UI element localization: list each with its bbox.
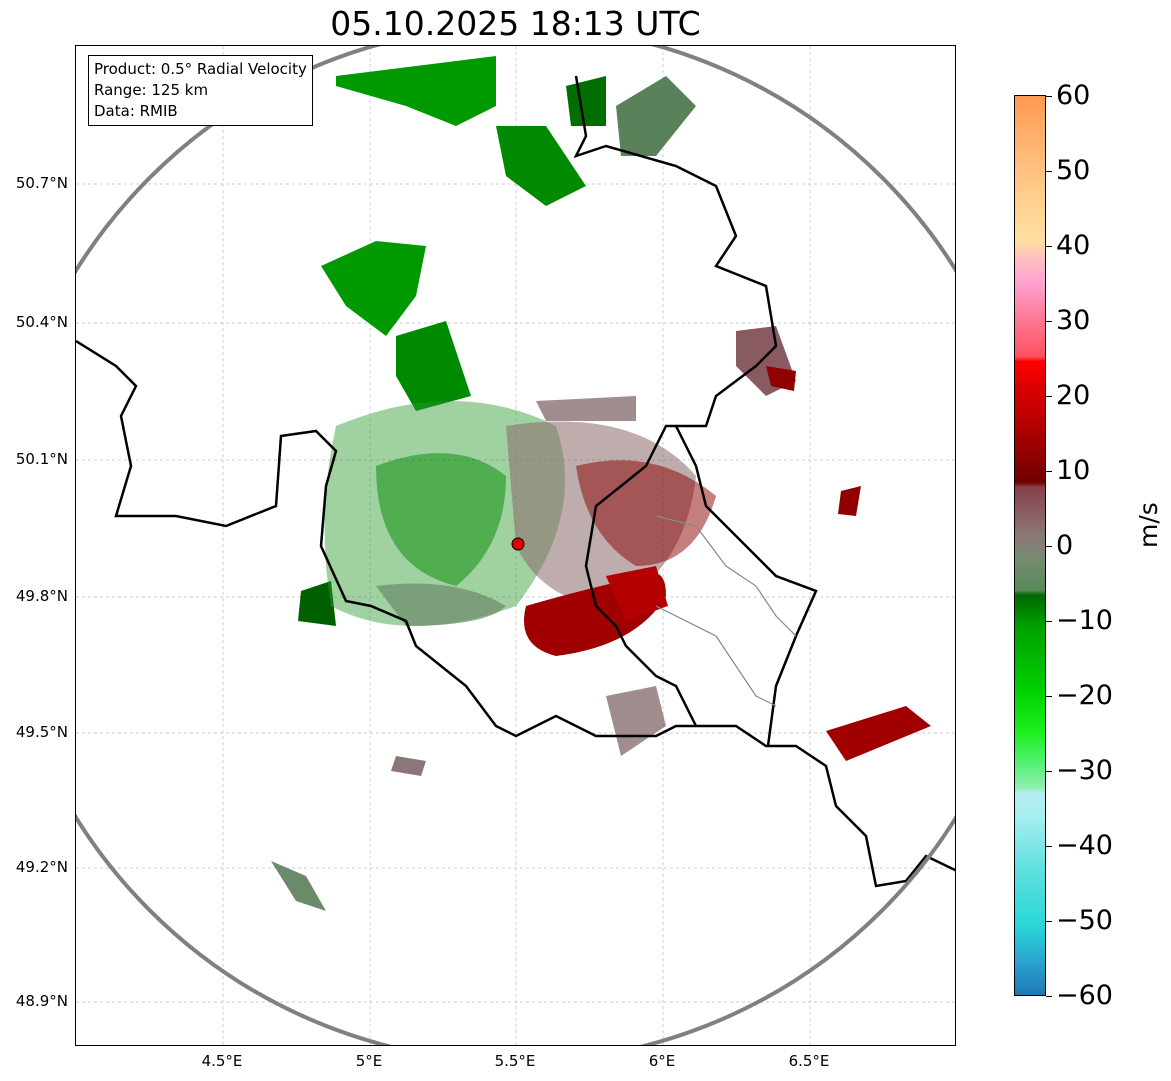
colorbar-tick-label: 0 bbox=[1056, 530, 1074, 561]
colorbar-tick-label: 60 bbox=[1056, 80, 1091, 111]
colorbar-tick-label: −50 bbox=[1056, 905, 1113, 936]
lat-tick-label: 50.4°N bbox=[15, 313, 68, 331]
colorbar-tick bbox=[1046, 546, 1052, 547]
colorbar-tick-label: −60 bbox=[1056, 980, 1113, 1011]
colorbar-tick-label: −20 bbox=[1056, 680, 1113, 711]
range-label: Range: 125 km bbox=[94, 81, 209, 99]
velocity-colorbar bbox=[1014, 95, 1046, 996]
lat-tick-label: 50.7°N bbox=[15, 174, 68, 192]
colorbar-tick bbox=[1046, 321, 1052, 322]
lat-tick-label: 50.1°N bbox=[15, 450, 68, 468]
radar-site-marker bbox=[511, 537, 525, 551]
map-plot-area bbox=[75, 45, 956, 1046]
colorbar-tick bbox=[1046, 471, 1052, 472]
data-source-label: Data: RMIB bbox=[94, 102, 178, 120]
colorbar-tick bbox=[1046, 996, 1052, 997]
colorbar-tick bbox=[1046, 696, 1052, 697]
lat-tick-label: 49.8°N bbox=[15, 587, 68, 605]
colorbar-tick bbox=[1046, 246, 1052, 247]
lon-tick-label: 4.5°E bbox=[201, 1052, 243, 1070]
radar-map bbox=[76, 46, 955, 1045]
colorbar-tick-label: 40 bbox=[1056, 230, 1091, 261]
figure-title: 05.10.2025 18:13 UTC bbox=[330, 4, 701, 43]
product-label: Product: 0.5° Radial Velocity bbox=[94, 60, 307, 78]
colorbar-tick-label: −40 bbox=[1056, 830, 1113, 861]
colorbar-tick-label: 30 bbox=[1056, 305, 1091, 336]
colorbar-tick bbox=[1046, 846, 1052, 847]
colorbar-unit-label: m/s bbox=[1134, 502, 1163, 548]
colorbar-tick-label: 10 bbox=[1056, 455, 1091, 486]
lon-tick-label: 6.5°E bbox=[788, 1052, 830, 1070]
colorbar-tick bbox=[1046, 921, 1052, 922]
colorbar-tick bbox=[1046, 621, 1052, 622]
colorbar-tick-label: 20 bbox=[1056, 380, 1091, 411]
colorbar-tick bbox=[1046, 396, 1052, 397]
lon-tick-label: 5°E bbox=[355, 1052, 383, 1070]
product-info-box: Product: 0.5° Radial Velocity Range: 125… bbox=[88, 55, 313, 126]
colorbar-tick-label: 50 bbox=[1056, 155, 1091, 186]
velocity-echoes bbox=[271, 56, 931, 911]
country-borders bbox=[76, 75, 955, 888]
lon-tick-label: 5.5°E bbox=[494, 1052, 536, 1070]
colorbar-tick-label: −10 bbox=[1056, 605, 1113, 636]
colorbar-tick bbox=[1046, 96, 1052, 97]
lon-tick-label: 6°E bbox=[648, 1052, 676, 1070]
colorbar-tick bbox=[1046, 771, 1052, 772]
lat-tick-label: 48.9°N bbox=[15, 992, 68, 1010]
colorbar-tick-label: −30 bbox=[1056, 755, 1113, 786]
lat-tick-label: 49.5°N bbox=[15, 723, 68, 741]
colorbar-tick bbox=[1046, 171, 1052, 172]
lat-tick-label: 49.2°N bbox=[15, 858, 68, 876]
province-borders bbox=[655, 515, 797, 707]
